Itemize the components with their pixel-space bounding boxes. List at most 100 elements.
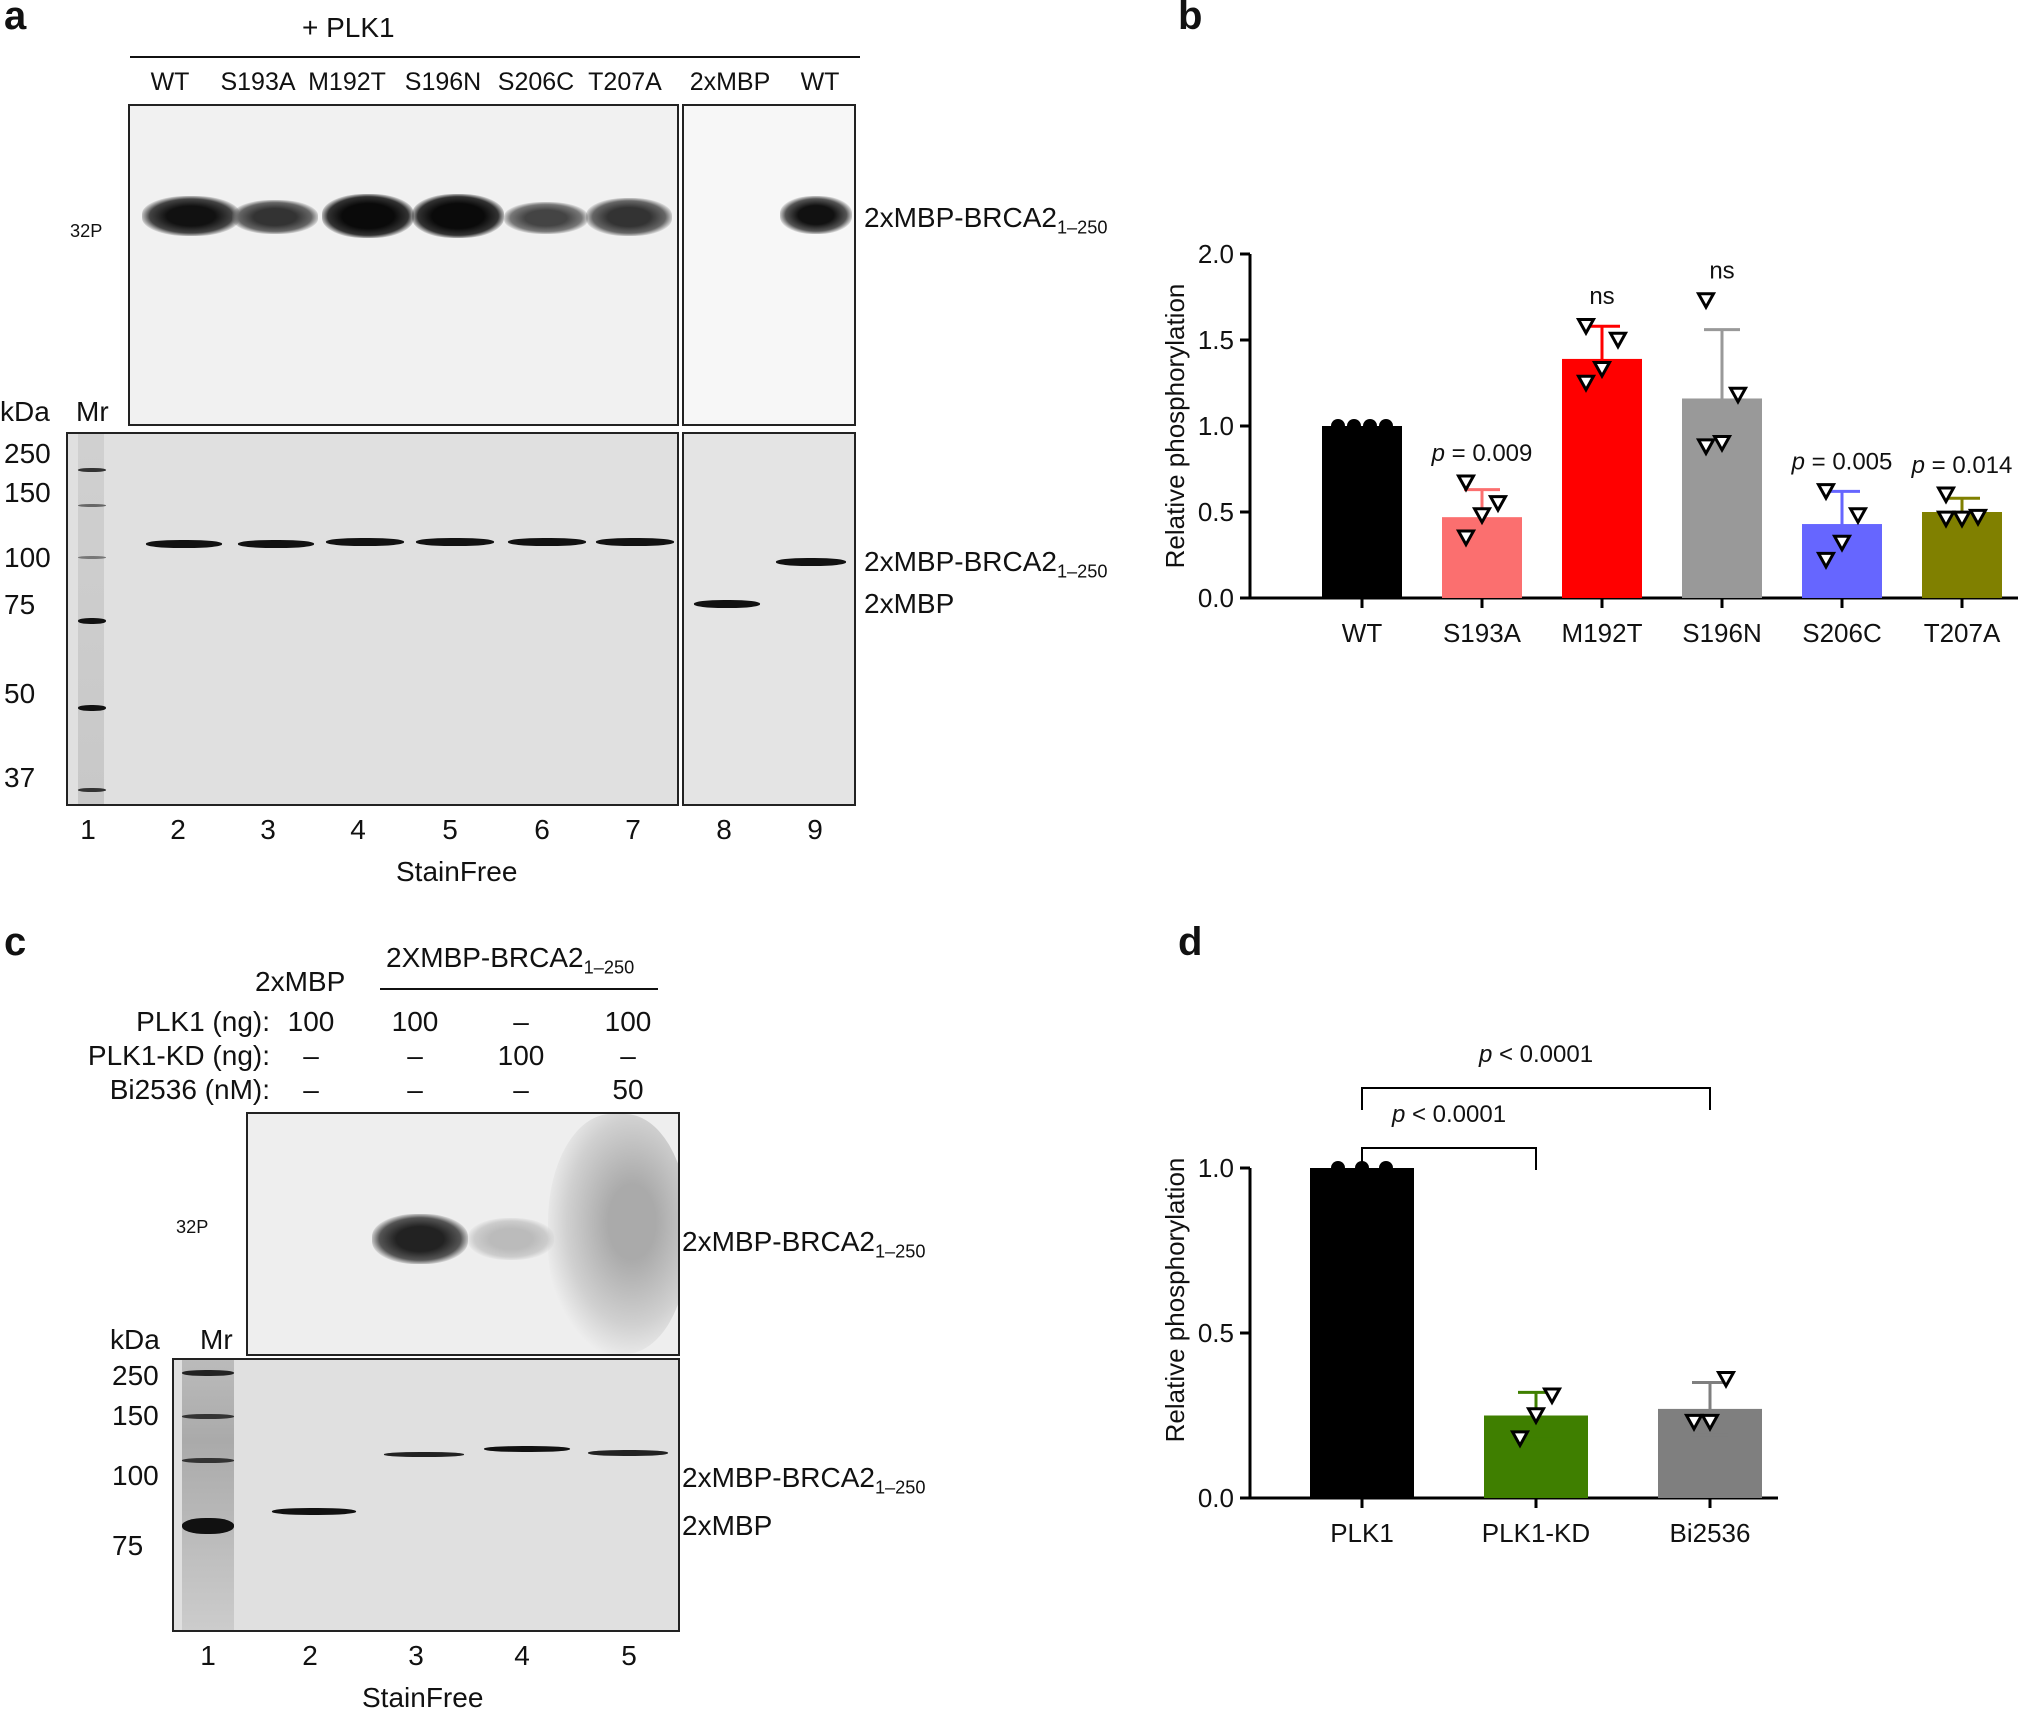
- label-brca2-radio-c: 2xMBP-BRCA21–250: [682, 1226, 926, 1262]
- lane-number: 3: [260, 814, 276, 845]
- condition-row-label: PLK1 (ng):: [136, 1006, 270, 1037]
- ladder-band: [182, 1518, 234, 1534]
- band: [780, 196, 852, 234]
- lane-label: WT: [150, 68, 190, 96]
- x-tick-label: PLK1-KD: [1482, 1518, 1590, 1548]
- kda-label-c: kDa: [110, 1324, 160, 1355]
- marker-label: 100: [4, 542, 51, 573]
- data-point: [1683, 1413, 1705, 1432]
- band: [416, 538, 494, 546]
- x-tick-label: WT: [1342, 618, 1383, 648]
- ladder-band: [182, 1370, 234, 1376]
- band: [694, 600, 760, 608]
- condition-value: –: [513, 1074, 529, 1105]
- comparison-bracket: [1361, 1147, 1537, 1170]
- mr-label-a: Mr: [76, 396, 109, 427]
- label-2xmbp-c: 2xMBP: [682, 1510, 773, 1541]
- marker-label: 75: [4, 589, 36, 620]
- lane-number: 9: [807, 814, 823, 845]
- lane-number: 8: [716, 814, 732, 845]
- data-point: [1363, 419, 1377, 433]
- marker-label: 100: [112, 1460, 159, 1491]
- band: [468, 1218, 554, 1260]
- panel-b-letter: b: [1178, 0, 1203, 38]
- lane-number: 5: [442, 814, 458, 845]
- x-tick-label: T207A: [1924, 618, 2001, 648]
- data-point: [1727, 386, 1749, 405]
- band: [238, 540, 314, 548]
- band: [372, 1214, 468, 1264]
- significance-label: ns: [1589, 283, 1614, 310]
- y-tick-label: 0.0: [1198, 583, 1234, 613]
- lane-label: T207A: [588, 68, 662, 96]
- condition-value: –: [407, 1040, 423, 1071]
- x-tick-label: S193A: [1443, 618, 1522, 648]
- data-point: [1831, 534, 1853, 553]
- data-point: [1331, 419, 1345, 433]
- data-point: [1575, 317, 1597, 337]
- panel-a-letter: a: [4, 0, 27, 38]
- data-point: [1509, 1430, 1531, 1449]
- lane-number: 2: [170, 814, 186, 845]
- data-point: [1487, 495, 1509, 514]
- marker-label: 150: [112, 1400, 159, 1431]
- significance-label: ns: [1709, 257, 1734, 284]
- data-point: [1711, 434, 1733, 454]
- data-point: [1331, 1161, 1345, 1175]
- data-point: [1575, 374, 1597, 393]
- data-point: [1967, 508, 1989, 527]
- marker-label: 250: [4, 438, 51, 469]
- lane-number: 4: [514, 1640, 530, 1671]
- y-tick-label: 2.0: [1198, 239, 1234, 269]
- data-point: [1695, 292, 1717, 311]
- marker-label: 75: [112, 1530, 144, 1561]
- band: [384, 1452, 464, 1457]
- radiograph-gel-c: [246, 1112, 680, 1356]
- band: [146, 540, 222, 548]
- band: [326, 538, 404, 546]
- lane-number: 1: [80, 814, 96, 845]
- mr-label-c: Mr: [200, 1324, 233, 1355]
- y-tick-label: 1.5: [1198, 325, 1234, 355]
- condition-value: –: [620, 1040, 636, 1071]
- condition-value: 50: [612, 1074, 644, 1105]
- plk1-header: + PLK1: [302, 12, 395, 43]
- label-brca2-stain-c: 2xMBP-BRCA21–250: [682, 1462, 926, 1498]
- y-tick-label: 0.0: [1198, 1483, 1234, 1513]
- band: [142, 196, 240, 236]
- data-point: [1471, 507, 1493, 526]
- condition-value: 100: [604, 1006, 652, 1037]
- data-point: [1815, 483, 1837, 502]
- lane-label: M192T: [308, 68, 386, 96]
- data-point: [1379, 419, 1393, 433]
- band: [232, 200, 318, 234]
- stainfree-label-c: StainFree: [362, 1682, 484, 1713]
- marker-label: 250: [112, 1360, 159, 1391]
- band: [588, 1450, 668, 1456]
- header-brca2-c: 2XMBP-BRCA21–250: [386, 942, 635, 978]
- ladder-band: [182, 1458, 234, 1463]
- lane-number: 7: [625, 814, 641, 845]
- y-axis-label: Relative phosphorylation: [1160, 284, 1190, 569]
- condition-row-label: PLK1-KD (ng):: [87, 1040, 270, 1071]
- x-tick-label: S196N: [1682, 618, 1762, 648]
- data-point: [1699, 1413, 1721, 1432]
- ladder-band: [78, 705, 106, 711]
- ladder-band: [78, 556, 106, 559]
- comparison-label: p < 0.0001: [1478, 1041, 1593, 1068]
- band: [412, 194, 504, 238]
- panel-c-letter: c: [4, 920, 27, 964]
- header-2xmbp-c: 2xMBP: [255, 966, 346, 997]
- bar: [1322, 426, 1402, 598]
- label-brca2-stain-a: 2xMBP-BRCA21–250: [864, 546, 1108, 582]
- condition-value: 100: [391, 1006, 439, 1037]
- band: [322, 194, 414, 238]
- ladder-lane: [182, 1360, 234, 1630]
- band: [586, 198, 672, 236]
- band: [272, 1508, 356, 1515]
- condition-value: 100: [287, 1006, 335, 1037]
- lane-number: 1: [200, 1640, 216, 1671]
- lane-number: 4: [350, 814, 366, 845]
- label-2xmbp-a: 2xMBP: [864, 588, 955, 619]
- chart-b: 0.0 0.5 1.0 1.5 2.0 Relative phosphorylation W…: [1160, 239, 2018, 648]
